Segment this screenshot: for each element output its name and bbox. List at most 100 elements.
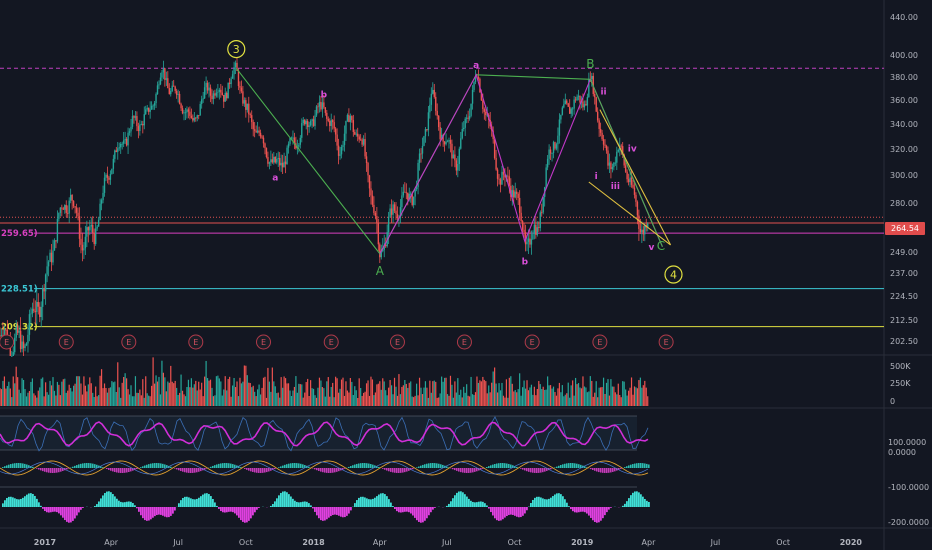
momentum-bar	[628, 498, 630, 507]
macd-bar	[180, 468, 182, 472]
volume-bar	[143, 397, 145, 406]
momentum-bar	[96, 504, 98, 507]
candle-body	[383, 245, 385, 250]
momentum-bar	[208, 494, 210, 507]
volume-bar	[630, 377, 633, 406]
candle-body	[93, 233, 95, 244]
candle-body	[514, 191, 516, 198]
momentum-bar	[276, 498, 278, 507]
macd-bar	[348, 466, 350, 468]
earnings-marker-label: E	[4, 338, 9, 347]
volume-bar	[40, 378, 42, 406]
candle-body	[482, 100, 484, 110]
candle-body	[150, 105, 153, 110]
volume-bar	[276, 393, 278, 406]
volume-bar	[0, 389, 3, 406]
price-tick-label: 360.00	[890, 96, 918, 105]
macd-bar	[174, 468, 176, 469]
momentum-bar	[232, 507, 234, 513]
macd-bar	[510, 464, 512, 468]
candle-body	[92, 225, 94, 234]
momentum-bar	[456, 492, 458, 507]
volume-bar	[583, 386, 586, 406]
macd-bar	[562, 464, 564, 468]
volume-bar	[305, 382, 307, 406]
momentum-bar	[564, 499, 566, 507]
osc-line	[0, 461, 649, 475]
volume-bar	[633, 386, 636, 406]
momentum-bar	[256, 507, 258, 510]
candle-body	[208, 87, 210, 91]
volume-bar	[389, 380, 391, 406]
macd-bar	[232, 464, 234, 468]
wave-label-circle	[664, 265, 683, 284]
macd-bar	[194, 468, 196, 473]
candle-body	[274, 156, 276, 163]
volume-bar	[625, 389, 627, 406]
momentum-bar	[412, 507, 414, 516]
volume-bar	[323, 388, 325, 406]
momentum-bar	[122, 502, 124, 507]
momentum-bar	[172, 507, 174, 514]
candle-body	[301, 123, 303, 138]
macd-bar	[402, 468, 404, 473]
candle-body	[130, 126, 132, 132]
volume-bar	[452, 397, 455, 406]
volume-bar	[68, 384, 70, 406]
momentum-bar	[536, 496, 538, 507]
momentum-bar	[512, 507, 514, 515]
candle-body	[189, 111, 191, 116]
momentum-bar	[648, 501, 650, 507]
momentum-bar	[18, 499, 20, 507]
volume-bar	[460, 389, 462, 406]
volume-bar	[165, 391, 167, 406]
volume-bar	[644, 380, 646, 406]
volume-bar	[417, 395, 419, 406]
macd-bar	[304, 465, 306, 468]
time-tick-label: Oct	[508, 538, 522, 547]
momentum-bar	[522, 507, 524, 516]
volume-bar	[601, 387, 603, 406]
volume-bar	[595, 381, 597, 406]
volume-bar	[264, 376, 266, 406]
momentum-bar	[490, 507, 492, 513]
volume-bar	[140, 395, 142, 406]
candle-body	[84, 236, 87, 249]
price-tick-label: 380.00	[890, 73, 918, 82]
candle-body	[407, 192, 409, 200]
macd-bar	[534, 468, 536, 473]
macd-bar	[556, 466, 558, 468]
candle-body	[569, 106, 571, 114]
volume-bar	[570, 385, 572, 406]
volume-bar	[442, 381, 444, 406]
volume-bar	[647, 396, 649, 406]
macd-bar	[324, 468, 326, 473]
macd-bar	[374, 465, 376, 468]
candle-body	[608, 162, 611, 166]
momentum-bar	[24, 496, 26, 507]
volume-bar	[15, 366, 17, 406]
macd-bar	[160, 463, 162, 468]
momentum-bar	[288, 494, 290, 507]
macd-bar	[542, 468, 544, 473]
momentum-bar	[538, 496, 540, 507]
macd-bar	[600, 468, 602, 473]
momentum-bar	[640, 494, 642, 507]
candle-body	[613, 162, 615, 168]
volume-bar	[340, 379, 343, 406]
candle-body	[44, 274, 47, 292]
momentum-bar	[184, 496, 186, 507]
earnings-marker	[389, 334, 405, 350]
volume-bar	[257, 389, 259, 406]
momentum-bar	[42, 507, 44, 509]
volume-bar	[413, 397, 415, 406]
volume-bar	[271, 367, 273, 406]
candle-body	[439, 127, 441, 140]
volume-bar	[471, 394, 474, 406]
volume-bar	[386, 395, 388, 406]
candle-body	[326, 112, 328, 119]
volume-bar	[25, 396, 28, 406]
volume-bar	[142, 379, 144, 406]
candle-body	[480, 92, 483, 101]
